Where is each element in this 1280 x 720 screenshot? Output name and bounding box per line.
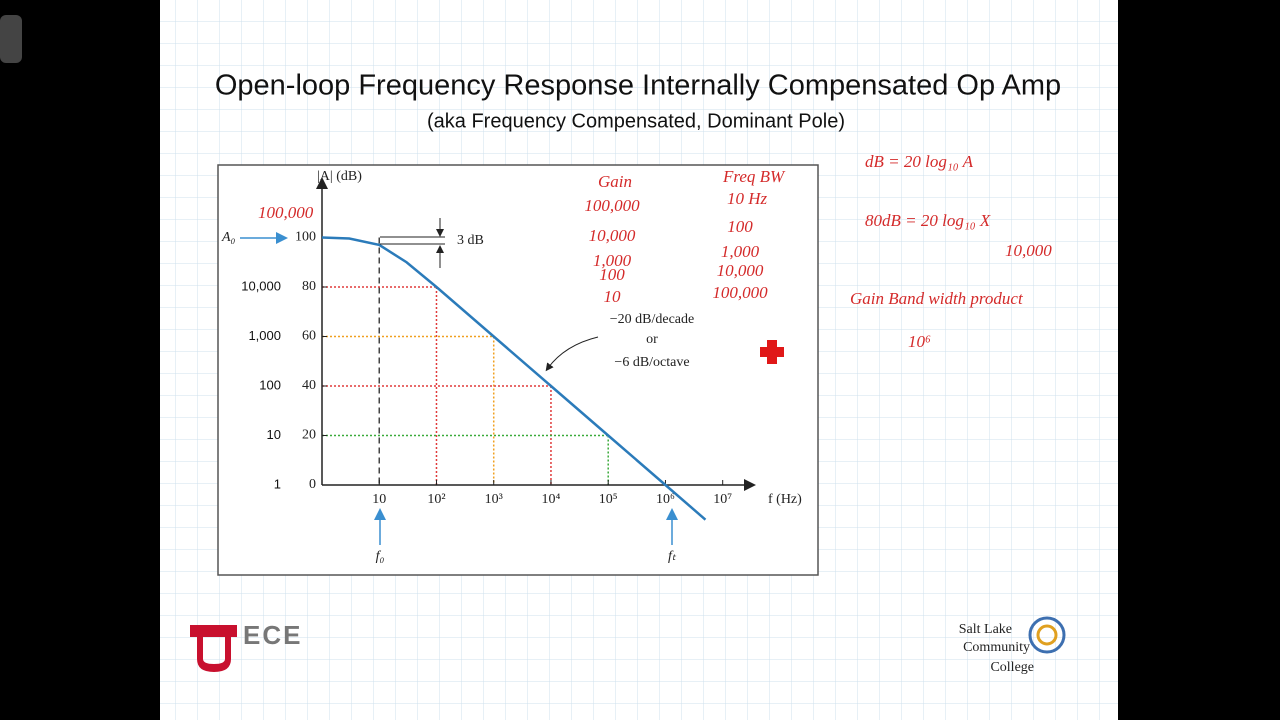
handwritten-a0: 100,000 xyxy=(258,203,314,222)
handwritten-gain: 10 xyxy=(604,287,622,306)
slide-title: Open-loop Frequency Response Internally … xyxy=(215,70,1061,102)
y-tick-label: 20 xyxy=(302,428,316,443)
u-logo xyxy=(190,625,237,672)
x-tick-label: 10³ xyxy=(485,492,503,507)
slide-subtitle: (aka Frequency Compensated, Dominant Pol… xyxy=(427,110,845,132)
college-name: Community xyxy=(963,640,1030,655)
gain-tick-label: 10,000 xyxy=(241,278,281,293)
handwritten-gain: 100,000 xyxy=(584,196,640,215)
handwritten-bw: 10,000 xyxy=(717,261,764,280)
handwritten-gain-header: Gain xyxy=(598,172,632,191)
y-axis-label: |A| (dB) xyxy=(317,169,362,184)
ece-logo: ECE xyxy=(243,620,302,650)
handwritten-gain: 100 xyxy=(599,265,625,284)
handwritten-gain: 1,000 xyxy=(593,251,632,270)
handwritten-gain: 10,000 xyxy=(589,226,636,245)
gain-tick-label: 1 xyxy=(274,476,281,491)
x-tick-label: 10⁶ xyxy=(656,492,675,507)
x-tick-label: 10⁵ xyxy=(599,492,618,507)
slope-arrow xyxy=(545,336,599,372)
y-tick-label: 0 xyxy=(309,477,316,492)
handwritten-bw: 100 xyxy=(727,217,753,236)
ft-label: fₜ xyxy=(668,549,677,564)
slope-label: −20 dB/decade xyxy=(610,312,694,327)
response-curve xyxy=(321,236,707,521)
y-tick-label: 80 xyxy=(302,279,316,294)
chart: |A| (dB)f (Hz)0204060801001101001,00010,… xyxy=(221,169,802,564)
y-tick-label: 60 xyxy=(302,329,316,344)
side-widget xyxy=(0,15,22,63)
x-tick-label: 10⁴ xyxy=(542,492,561,507)
gain-tick-label: 10 xyxy=(267,427,281,442)
a0-label: A₀ xyxy=(221,230,236,245)
handwritten-bw: 10 Hz xyxy=(727,189,768,208)
gain-tick-label: 100 xyxy=(259,377,281,392)
handwritten-bw-header: Freq BW xyxy=(722,167,786,186)
x-tick-label: 10² xyxy=(427,492,445,507)
handwritten-value: 10⁶ xyxy=(908,332,931,351)
college-name: Salt Lake xyxy=(959,622,1012,637)
handwritten-equation: 80dB = 20 log₁₀ X xyxy=(865,211,991,230)
x-tick-label: 10⁷ xyxy=(713,492,732,507)
y-tick-label: 100 xyxy=(295,230,316,245)
y-tick-label: 40 xyxy=(302,378,316,393)
college-name: College xyxy=(990,660,1034,675)
handwritten-note: Gain Band width product xyxy=(850,289,1024,308)
gain-tick-label: 1,000 xyxy=(248,328,281,343)
slope-label: or xyxy=(646,332,658,347)
three-db-label: 3 dB xyxy=(457,233,484,248)
handwritten-bw: 1,000 xyxy=(721,242,760,261)
handwritten-value: 10,000 xyxy=(1005,241,1052,260)
cursor-cross xyxy=(760,340,784,364)
handwritten-bw: 100,000 xyxy=(712,283,768,302)
f0-label: f₀ xyxy=(376,549,385,564)
handwritten-equation: dB = 20 log₁₀ A xyxy=(865,152,974,171)
x-axis-label: f (Hz) xyxy=(768,492,802,507)
slope-label: −6 dB/octave xyxy=(614,355,689,370)
college-emblem xyxy=(1028,616,1066,654)
x-tick-label: 10 xyxy=(372,492,386,507)
chart-frame xyxy=(217,164,819,576)
